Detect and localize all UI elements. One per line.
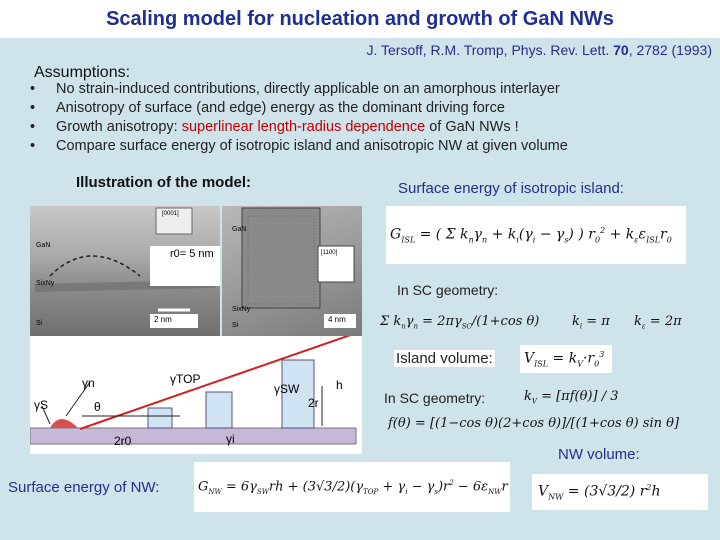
equation-nw-volume: VNW = (3√3/2) r2h	[532, 474, 708, 510]
equation-sc-geometry-kv: kV = [πf(θ)] / 3	[524, 389, 619, 406]
list-item: • No strain-induced contributions, direct…	[30, 81, 560, 97]
label-dir2: [1100]	[321, 250, 338, 256]
equation-sc-geometry-1: Σ knγn = 2πγSC/(1+cos θ) ki = π kε = 2π	[380, 314, 682, 331]
label-sin-2: SixNy	[232, 306, 251, 313]
list-item: • Growth anisotropy: superlinear length-r…	[30, 119, 519, 135]
tem-image-island: GaN SixNy Si r0= 5 nm 2 nm [0001]	[30, 206, 220, 336]
equation-f-theta: f(θ) = [(1−cos θ)(2+cos θ)]/[(1+cos θ) s…	[388, 416, 680, 431]
label-scale2: 4 nm	[328, 315, 346, 324]
label-sin: SixNy	[36, 280, 55, 287]
equation-isotropic-island: GISL = ( Σ knγn + ki(γi − γs) ) r02 + kε…	[386, 206, 686, 264]
label-gamma-top: γTOP	[170, 372, 201, 386]
model-schematic: γS γn θ γTOP γSW h 2r 2r0 γi	[30, 336, 362, 454]
equation-nw-surface: GNW = 6γSWrh + (3√3/2)(γTOP + γi − γs)r2…	[194, 462, 510, 512]
label-2r: 2r	[308, 396, 319, 410]
label-gamma-sw: γSW	[274, 382, 300, 396]
label-scale1: 2 nm	[154, 315, 172, 324]
nw-volume-label: NW volume:	[558, 446, 640, 463]
label-gan-2: GaN	[232, 226, 247, 233]
equation-island-volume: VISL = kV·r03	[520, 345, 612, 373]
label-si: Si	[36, 320, 43, 327]
list-item: • Anisotropy of surface (and edge) energy…	[30, 100, 505, 116]
ref-pages: , 2782 (1993)	[628, 42, 712, 58]
label-gamma-i: γi	[226, 432, 235, 446]
label-gan: GaN	[36, 242, 51, 249]
sc-geometry-label-1: In SC geometry:	[397, 282, 499, 298]
nw-surface-label: Surface energy of NW:	[8, 479, 160, 496]
label-h: h	[336, 378, 343, 392]
list-item: • Compare surface energy of isotropic isl…	[30, 138, 568, 154]
ref-volume: 70	[613, 42, 629, 58]
label-dir1: [0001]	[162, 211, 179, 217]
label-gamma-s: γS	[34, 398, 49, 412]
assumptions-heading: Assumptions:	[34, 64, 131, 81]
island-volume-label: Island volume:	[394, 350, 495, 367]
tem-image-nanowire: GaN SixNy Si [1100] 4 nm	[222, 206, 362, 336]
reference-citation: J. Tersoff, R.M. Tromp, Phys. Rev. Lett.…	[366, 42, 712, 58]
label-gamma-n: γn	[82, 376, 95, 390]
label-2r0: 2r0	[114, 434, 132, 448]
ref-authors: J. Tersoff, R.M. Tromp, Phys. Rev. Lett.	[366, 42, 610, 58]
illustration-heading: Illustration of the model:	[76, 174, 251, 191]
label-r0: r0= 5 nm	[170, 248, 214, 260]
label-theta: θ	[94, 400, 101, 414]
label-si-2: Si	[232, 322, 239, 329]
slide-title: Scaling model for nucleation and growth …	[0, 0, 720, 38]
isotropic-surface-heading: Surface energy of isotropic island:	[398, 180, 624, 197]
assumptions-list: • No strain-induced contributions, direct…	[30, 80, 568, 156]
sc-geometry-label-2: In SC geometry:	[384, 390, 486, 406]
